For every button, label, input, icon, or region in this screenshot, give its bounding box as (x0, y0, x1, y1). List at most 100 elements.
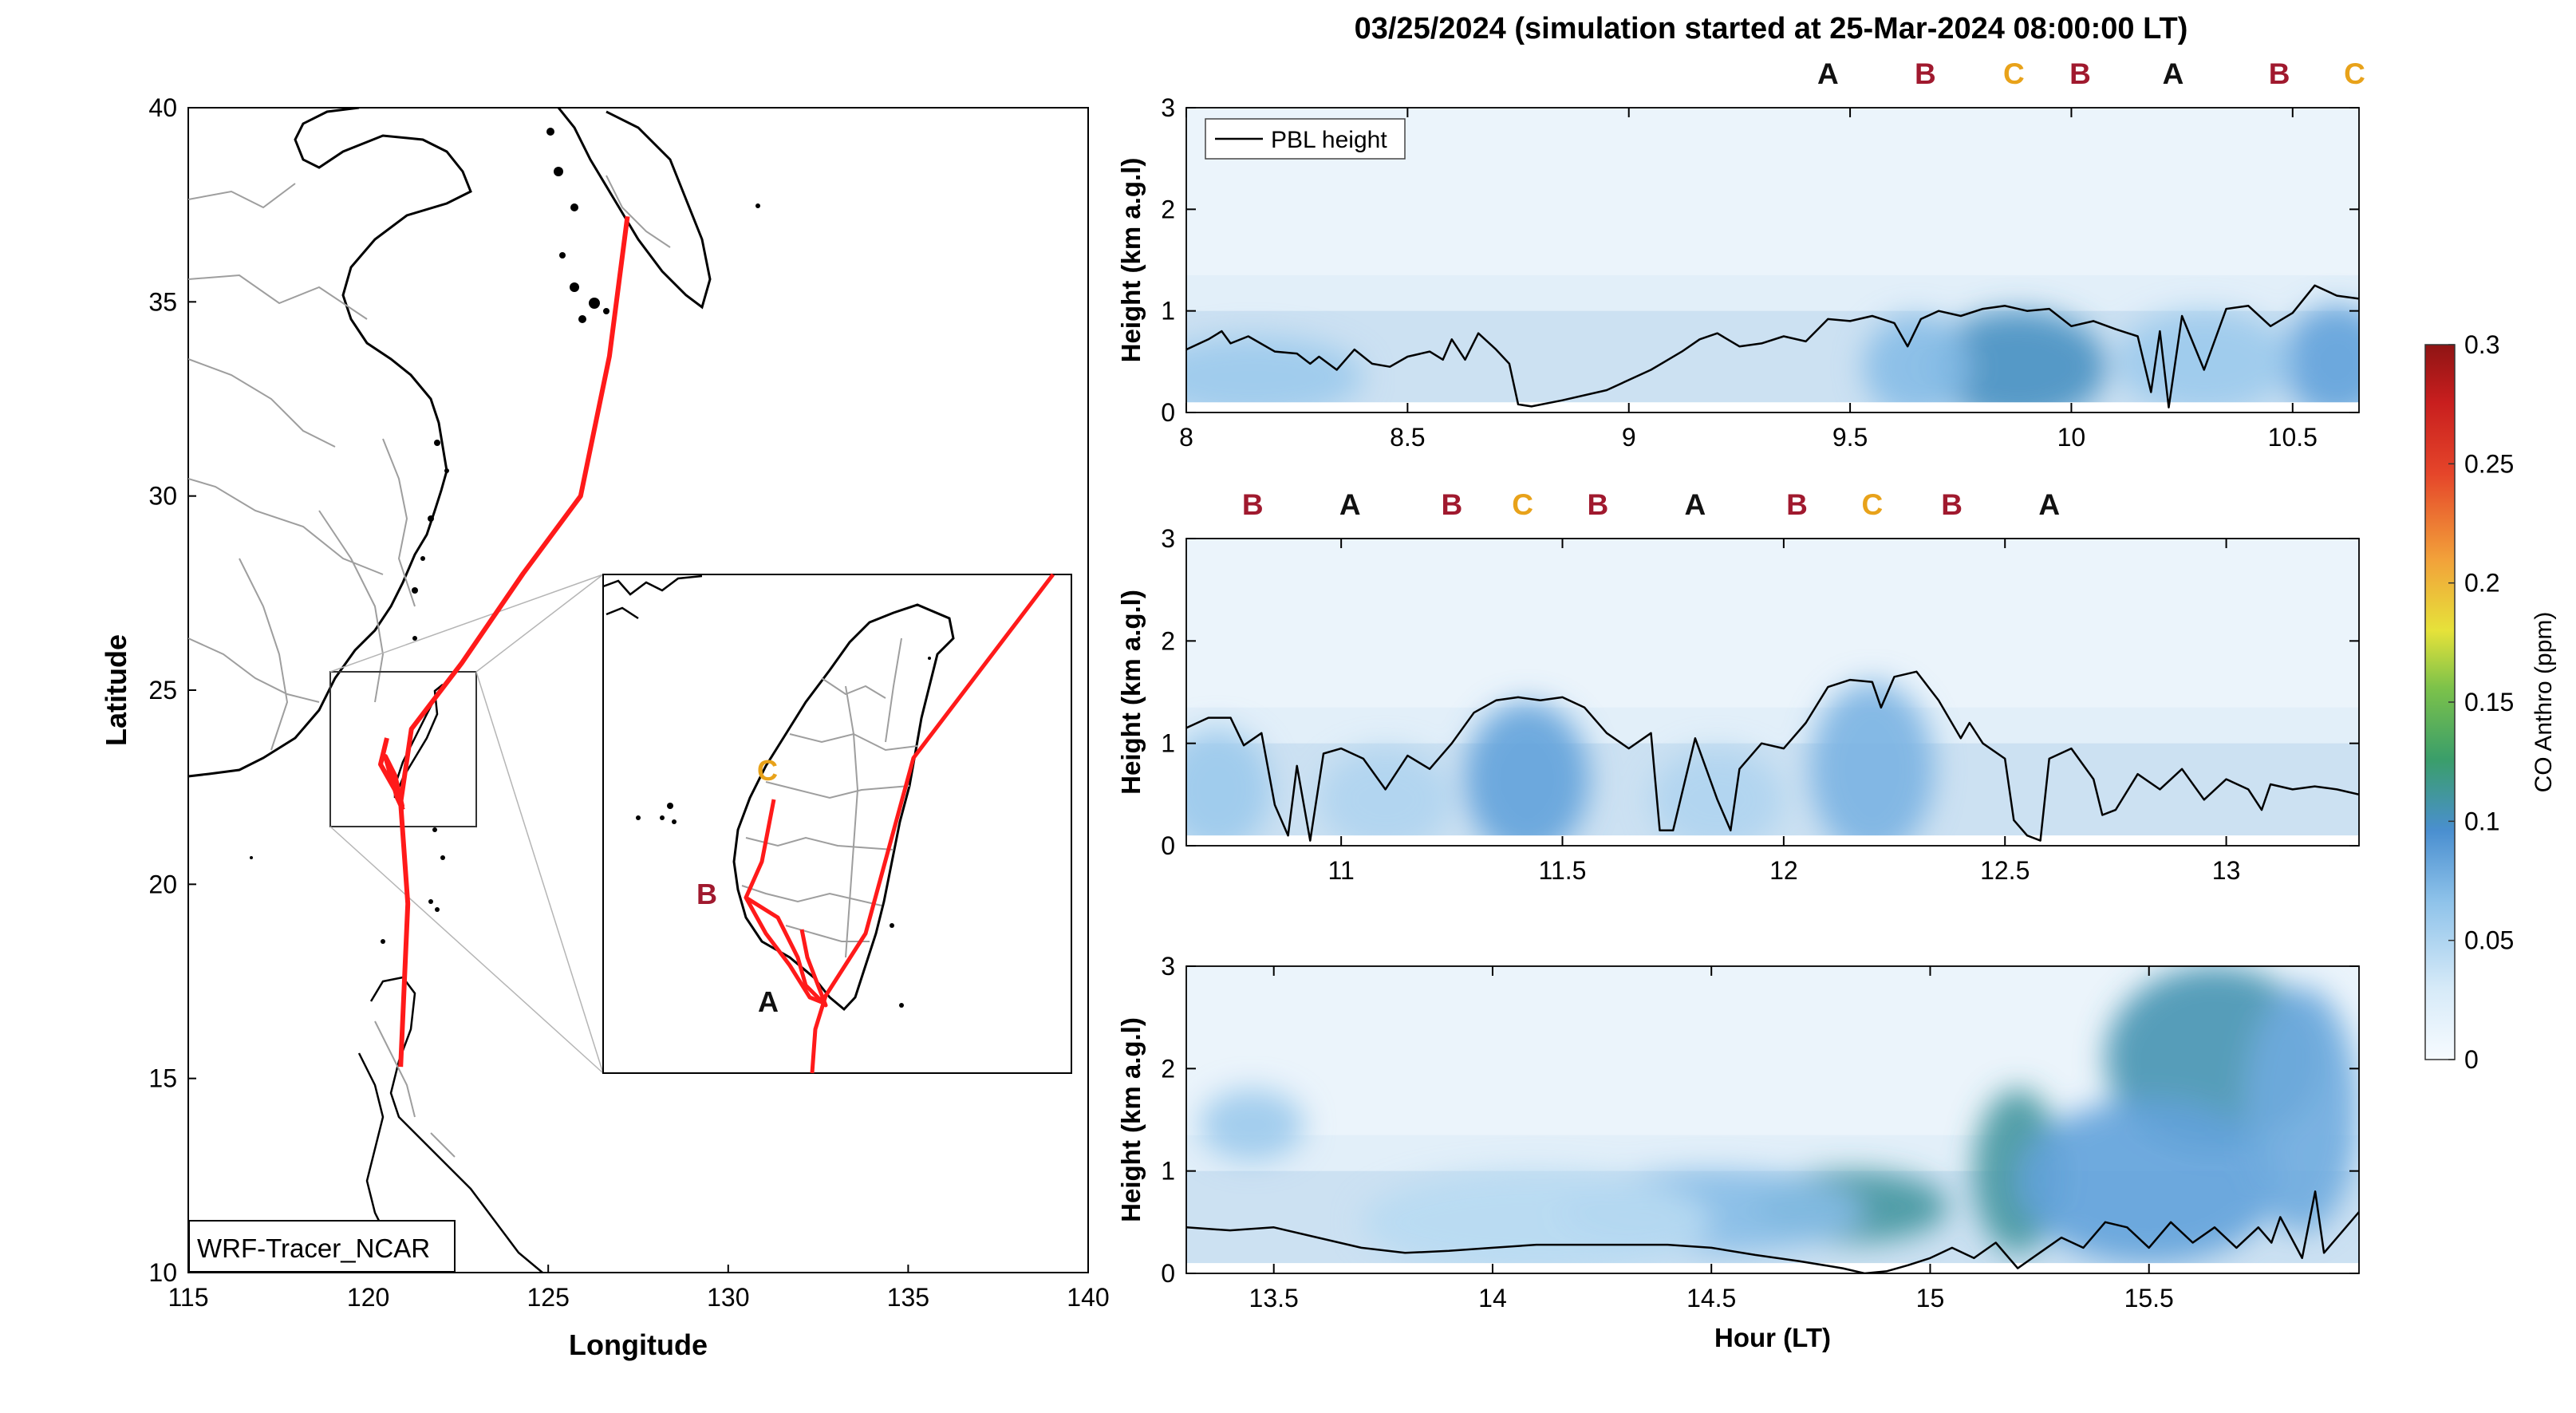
inset-county-borders (741, 637, 918, 958)
islands (250, 128, 760, 944)
surface-mask (1186, 835, 2359, 846)
y-tick-label: 0 (1161, 1259, 1175, 1288)
model-label-box (188, 1220, 456, 1273)
phase-marker-A: A (2038, 488, 2060, 521)
inset-connectors (329, 574, 604, 1074)
surface-mask (1186, 402, 2359, 412)
colorbar-tick-label: 0.25 (2464, 449, 2514, 478)
x-tick-label: 14 (1478, 1284, 1507, 1312)
inset-taiwan-outline (732, 603, 955, 1012)
co-concentration-blob (1199, 1089, 1305, 1161)
x-tick-label: 15.5 (2124, 1284, 2174, 1312)
co-concentration-blob (1361, 1170, 1712, 1273)
co-concentration-blob (2018, 1099, 2281, 1264)
map-x-tick-label: 130 (707, 1283, 749, 1312)
map-xlabel: Longitude (569, 1328, 708, 1361)
surface-mask (1186, 1263, 2359, 1273)
phase-marker-C: C (2003, 57, 2025, 90)
co-concentration-blob (1186, 336, 1363, 412)
map-y-tick-label: 20 (148, 870, 177, 898)
phase-marker-C: C (2344, 57, 2365, 90)
y-axis-label: Height (km a.g.l) (1116, 1017, 1146, 1222)
phase-marker-C: C (1861, 488, 1883, 521)
inset-coast-fujian (602, 574, 703, 620)
x-tick-label: 14.5 (1686, 1284, 1736, 1312)
y-axis-label: Height (km a.g.l) (1116, 590, 1146, 795)
inset-extent-box (329, 671, 477, 827)
phase-marker-A: A (1685, 488, 1706, 521)
pbl-height-line (1186, 670, 2359, 842)
x-tick-label: 9.5 (1832, 423, 1868, 452)
colorbar-tick-label: 0.3 (2464, 330, 2499, 359)
co-concentration-blob (2283, 306, 2359, 412)
phase-marker-A: A (1339, 488, 1361, 521)
phase-marker-A: A (1817, 57, 1839, 90)
x-tick-label: 8.5 (1390, 423, 1425, 452)
inset-track (744, 573, 1055, 1074)
panel-frame (1185, 107, 2360, 413)
model-label: WRF-Tracer_NCAR (197, 1233, 430, 1263)
x-tick-label: 15 (1916, 1284, 1945, 1312)
x-tick-label: 12 (1769, 856, 1798, 885)
map-x-tick-label: 120 (347, 1283, 389, 1312)
x-tick-label: 8 (1179, 423, 1193, 452)
x-tick-label: 9 (1622, 423, 1636, 452)
korea-coast (557, 108, 712, 310)
y-tick-label: 1 (1161, 1157, 1175, 1186)
inset-label-C: C (757, 754, 778, 787)
colorbar-tick-label: 0 (2464, 1045, 2479, 1074)
colorbar-tick-label: 0.05 (2464, 926, 2514, 955)
y-tick-label: 2 (1161, 195, 1175, 223)
map-x-tick-label: 135 (887, 1283, 929, 1312)
co-concentration-blob (1319, 748, 1452, 846)
y-tick-label: 1 (1161, 297, 1175, 326)
y-tick-label: 3 (1161, 524, 1175, 553)
y-tick-label: 3 (1161, 952, 1175, 981)
map-y-tick-label: 35 (148, 287, 177, 316)
phase-marker-B: B (2269, 57, 2290, 90)
phase-marker-B: B (2069, 57, 2091, 90)
time-height-panel-3: 13.5 14 14.5 15 15.5 0 1 2 3 Height (km a.g.l) Hou… (1116, 952, 2360, 1352)
co-concentration-blob (2115, 310, 2293, 412)
co-concentration-blob (1863, 316, 1970, 412)
map-y-tick-label: 40 (148, 93, 177, 122)
y-tick-label: 0 (1161, 398, 1175, 427)
pbl-height-line (1186, 1190, 2359, 1273)
co-concentration-blob (1929, 310, 2107, 412)
x-tick-label: 10.5 (2268, 423, 2318, 452)
phase-marker-A: A (2163, 57, 2184, 90)
map-x-tick-label: 115 (168, 1283, 208, 1312)
co-concentration-blob (2245, 986, 2359, 1233)
map-y-tick-label: 25 (148, 676, 177, 705)
co-upper-layer (1186, 539, 2359, 708)
inset-label-B: B (696, 878, 717, 910)
phase-marker-B: B (1915, 57, 1936, 90)
co-concentration-blob (1810, 681, 1935, 846)
map-x-ticks: 115 120 125 130 135 140 (168, 1265, 1110, 1312)
time-height-panel-1: 8 8.5 9 9.5 10 10.5 0 1 2 3 Height (km a.g.l) PBL h… (1116, 57, 2365, 452)
colorbar: 0 0.05 0.1 0.15 0.2 0.25 0.3 CO Anthro (ppm) (2424, 330, 2557, 1074)
y-tick-label: 2 (1161, 1054, 1175, 1083)
pbl-height-line (1186, 284, 2359, 409)
colorbar-tick-label: 0.2 (2464, 569, 2499, 598)
phase-marker-B: B (1786, 488, 1808, 521)
trajectory-track-line (398, 215, 630, 1068)
colorbar-tick-label: 0.15 (2464, 688, 2514, 716)
map-ylabel: Latitude (100, 634, 132, 746)
figure-title: 03/25/2024 (simulation started at 25-Mar… (1355, 12, 2188, 45)
y-tick-label: 1 (1161, 729, 1175, 758)
co-concentration-blob (1465, 702, 1589, 846)
co-field (1186, 966, 2359, 1273)
inset-small-islands (636, 657, 931, 1008)
inset-label-A: A (758, 985, 779, 1018)
x-tick-label: 10 (2057, 423, 2086, 452)
phase-marker-B: B (1941, 488, 1963, 521)
co-blobs (1199, 966, 2359, 1273)
colorbar-ticks: 0 0.05 0.1 0.15 0.2 0.25 0.3 (2448, 330, 2514, 1074)
x-tick-label: 11.5 (1539, 856, 1587, 885)
panel-frame (1185, 965, 2360, 1274)
y-tick-label: 3 (1161, 93, 1175, 122)
co-concentration-blob (1186, 728, 1271, 846)
map-y-tick-label: 15 (148, 1064, 177, 1093)
